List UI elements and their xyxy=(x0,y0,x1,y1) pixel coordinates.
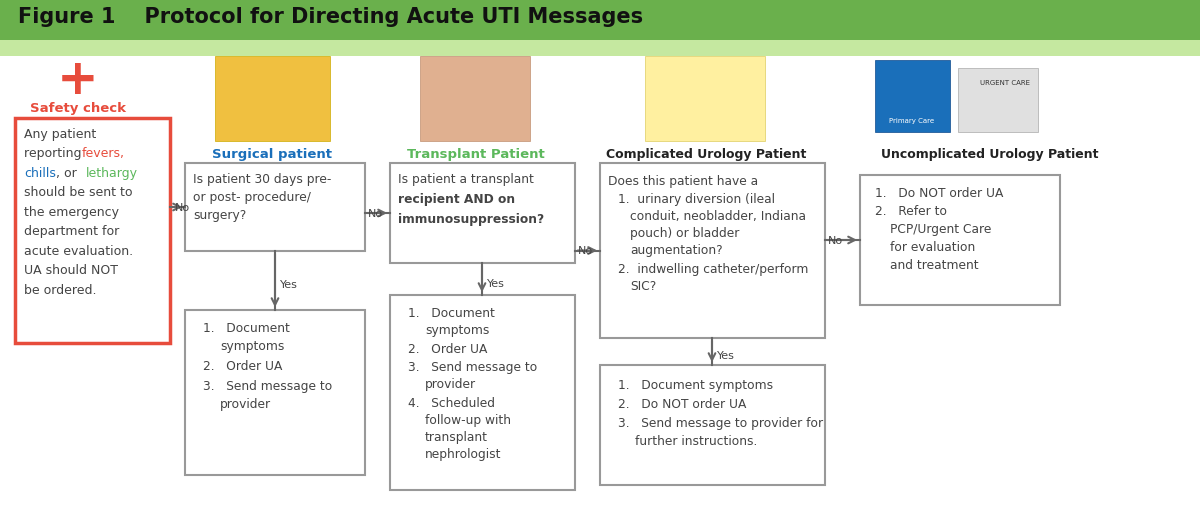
Bar xyxy=(0,0,1200,40)
Text: URGENT CARE: URGENT CARE xyxy=(980,80,1030,86)
Text: should be sent to: should be sent to xyxy=(24,186,132,200)
Text: follow-up with: follow-up with xyxy=(425,414,511,427)
Bar xyxy=(185,310,365,475)
Text: 2.   Refer to: 2. Refer to xyxy=(875,205,947,218)
Text: 4.   Scheduled: 4. Scheduled xyxy=(408,397,496,410)
Text: SIC?: SIC? xyxy=(630,280,656,293)
Text: Is patient a transplant: Is patient a transplant xyxy=(398,173,534,186)
Text: 1.   Document symptoms: 1. Document symptoms xyxy=(618,379,773,392)
Bar xyxy=(420,56,530,141)
Text: for evaluation: for evaluation xyxy=(890,241,976,254)
Text: provider: provider xyxy=(220,398,271,411)
Bar xyxy=(0,40,1200,56)
Text: reporting: reporting xyxy=(24,148,85,160)
Text: Safety check: Safety check xyxy=(30,102,126,115)
Text: PCP/Urgent Care: PCP/Urgent Care xyxy=(890,223,991,236)
Text: Any patient: Any patient xyxy=(24,128,96,141)
Text: conduit, neobladder, Indiana: conduit, neobladder, Indiana xyxy=(630,210,806,223)
Text: fevers,: fevers, xyxy=(82,148,125,160)
Text: Transplant Patient: Transplant Patient xyxy=(407,148,545,161)
Bar xyxy=(185,163,365,251)
Text: Uncomplicated Urology Patient: Uncomplicated Urology Patient xyxy=(881,148,1099,161)
Text: Yes: Yes xyxy=(280,280,298,290)
Text: 2.  indwelling catheter/perform: 2. indwelling catheter/perform xyxy=(618,263,809,276)
Text: pouch) or bladder: pouch) or bladder xyxy=(630,227,739,240)
Text: acute evaluation.: acute evaluation. xyxy=(24,245,133,258)
Text: UA should NOT: UA should NOT xyxy=(24,265,118,278)
Text: 3.   Send message to: 3. Send message to xyxy=(203,380,332,393)
Bar xyxy=(390,295,575,490)
Text: department for: department for xyxy=(24,225,119,238)
Text: Does this patient have a: Does this patient have a xyxy=(608,175,758,188)
Text: further instructions.: further instructions. xyxy=(635,435,757,448)
Bar xyxy=(600,365,826,485)
Text: chills: chills xyxy=(24,167,56,180)
Text: immunosuppression?: immunosuppression? xyxy=(398,213,544,226)
Text: 2.   Do NOT order UA: 2. Do NOT order UA xyxy=(618,398,746,411)
Text: No: No xyxy=(828,236,844,246)
Text: recipient AND on: recipient AND on xyxy=(398,193,515,206)
Bar xyxy=(215,56,330,141)
Bar xyxy=(600,163,826,338)
Text: 1.   Do NOT order UA: 1. Do NOT order UA xyxy=(875,187,1003,200)
Text: Yes: Yes xyxy=(718,351,734,361)
Text: 2.   Order UA: 2. Order UA xyxy=(408,343,487,356)
Text: the emergency: the emergency xyxy=(24,206,119,219)
Text: 1.   Document: 1. Document xyxy=(408,307,494,320)
Bar xyxy=(646,56,766,141)
Text: or post- procedure/: or post- procedure/ xyxy=(193,191,311,204)
Text: Surgical patient: Surgical patient xyxy=(212,148,332,161)
Text: +: + xyxy=(58,56,98,104)
Text: , or: , or xyxy=(56,167,80,180)
Text: provider: provider xyxy=(425,378,476,391)
Text: No: No xyxy=(368,209,383,219)
Text: 2.   Order UA: 2. Order UA xyxy=(203,360,282,373)
Text: No: No xyxy=(578,247,593,256)
Bar xyxy=(860,175,1060,305)
Text: lethargy: lethargy xyxy=(86,167,138,180)
Text: augmentation?: augmentation? xyxy=(630,244,722,257)
Text: surgery?: surgery? xyxy=(193,209,246,222)
Text: transplant: transplant xyxy=(425,431,488,444)
Text: nephrologist: nephrologist xyxy=(425,448,502,461)
Text: 3.   Send message to provider for: 3. Send message to provider for xyxy=(618,417,823,430)
Bar xyxy=(390,163,575,263)
Text: and treatment: and treatment xyxy=(890,259,979,272)
Text: No: No xyxy=(175,203,190,213)
Text: be ordered.: be ordered. xyxy=(24,284,96,297)
Text: symptoms: symptoms xyxy=(425,324,490,337)
Text: symptoms: symptoms xyxy=(220,340,284,353)
Bar xyxy=(875,60,950,132)
Text: 1.   Document: 1. Document xyxy=(203,322,290,335)
Text: Figure 1    Protocol for Directing Acute UTI Messages: Figure 1 Protocol for Directing Acute UT… xyxy=(18,7,643,27)
Text: 3.   Send message to: 3. Send message to xyxy=(408,361,538,374)
Bar xyxy=(14,118,170,343)
Text: Yes: Yes xyxy=(487,279,505,289)
Bar xyxy=(958,68,1038,132)
Text: 1.  urinary diversion (ileal: 1. urinary diversion (ileal xyxy=(618,193,775,206)
Text: Is patient 30 days pre-: Is patient 30 days pre- xyxy=(193,173,331,186)
Text: Primary Care: Primary Care xyxy=(889,118,935,124)
Text: Complicated Urology Patient: Complicated Urology Patient xyxy=(606,148,806,161)
